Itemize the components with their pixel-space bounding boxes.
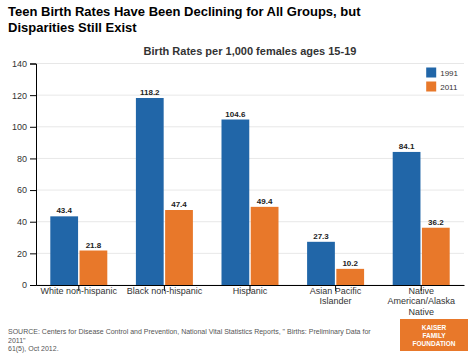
x-tick-label: Asian PacificIslander	[310, 286, 362, 306]
y-tick-label: 80	[17, 154, 27, 164]
data-label: 43.4	[56, 206, 72, 215]
bar	[165, 210, 193, 285]
x-tick-label: Hispanic	[233, 286, 268, 296]
text-line: Islander	[320, 296, 352, 306]
source: SOURCE: Centers for Disease Control and …	[8, 328, 371, 353]
text-line: FAMILY	[422, 332, 446, 339]
chart: Teen Birth Rates Have Been Declining for…	[0, 0, 474, 355]
text-line: KAISER	[422, 324, 447, 331]
bar	[50, 216, 78, 285]
tick-mark	[30, 222, 36, 223]
bar	[393, 152, 421, 285]
data-labels: 43.4 118.2 104.6 27.3 84.1 21.8 47.4 49.4 10.2 36…	[56, 88, 444, 268]
x-tick: Black non-hispanic	[127, 285, 203, 296]
text-line: 2011"	[8, 337, 26, 344]
legend-label: 1991	[440, 69, 458, 78]
y-tick: 60	[17, 185, 36, 195]
data-label: 84.1	[399, 142, 415, 151]
bar	[422, 228, 450, 285]
y-tick-label: 40	[17, 217, 27, 227]
data-label: 10.2	[342, 259, 358, 268]
tick-mark	[30, 190, 36, 191]
x-tick-label: Black non-hispanic	[127, 286, 203, 296]
text-line: American/Alaska	[387, 296, 455, 306]
text-line: Black non-hispanic	[127, 286, 203, 296]
text-line: 61(5), Oct 2012.	[8, 345, 59, 353]
tick-mark	[30, 285, 36, 286]
text-line: SOURCE: Centers for Disease Control and …	[8, 328, 371, 336]
x-axis: White non-hispanic Black non-hispanic Hisp…	[37, 285, 465, 317]
y-tick-label: 60	[17, 185, 27, 195]
legend-item: 2011	[426, 82, 458, 93]
data-label: 49.4	[257, 197, 273, 206]
legend-swatch	[426, 68, 436, 78]
x-tick-label: White non-hispanic	[41, 286, 118, 296]
text-line: Native	[408, 286, 434, 296]
data-label: 21.8	[86, 241, 102, 250]
text-line: FOUNDATION	[413, 340, 456, 347]
tick-mark	[30, 158, 36, 159]
y-tick: 140	[12, 59, 36, 69]
tick-mark	[30, 253, 36, 254]
title: Teen Birth Rates Have Been Declining for…	[8, 4, 361, 35]
y-tick-label: 140	[12, 59, 27, 69]
bar	[251, 207, 279, 285]
bar	[307, 242, 335, 285]
x-tick: White non-hispanic	[41, 285, 118, 296]
grid-line	[36, 126, 464, 127]
text-line: Disparities Still Exist	[8, 20, 137, 35]
grid-line	[36, 95, 464, 96]
text-line: Asian Pacific	[310, 286, 362, 296]
logo-text: KAISERFAMILYFOUNDATION	[413, 324, 456, 347]
grid-line	[36, 63, 464, 64]
legend: 1991 2011	[426, 68, 458, 93]
logo-box	[400, 319, 468, 351]
x-tick-label: NativeAmerican/AlaskaNative	[387, 286, 455, 317]
text-line: White non-hispanic	[41, 286, 118, 296]
y-tick-label: 20	[17, 249, 27, 259]
x-tick: Hispanic	[233, 285, 268, 296]
x-tick: Asian PacificIslander	[310, 285, 362, 306]
bar	[336, 269, 364, 285]
y-tick: 120	[12, 91, 36, 101]
grid	[36, 64, 464, 286]
bar-series	[80, 207, 450, 285]
tick-mark	[30, 95, 36, 96]
y-tick: 20	[17, 249, 36, 259]
bar-series	[50, 98, 420, 285]
subtitle: Birth Rates per 1,000 females ages 15-19	[144, 45, 357, 57]
data-label: 47.4	[171, 200, 187, 209]
y-tick-label: 120	[12, 91, 27, 101]
y-axis: 0 20 40 60 80 100 120 140	[12, 59, 37, 291]
tick-mark	[30, 127, 36, 128]
legend-label: 2011	[440, 83, 458, 92]
text-line: Teen Birth Rates Have Been Declining for…	[8, 4, 361, 19]
y-tick-label: 0	[22, 280, 27, 290]
bar	[80, 251, 108, 285]
data-label: 104.6	[225, 110, 246, 119]
data-label: 27.3	[313, 232, 329, 241]
text-line: Hispanic	[233, 286, 268, 296]
y-tick: 100	[12, 122, 36, 132]
data-label: 36.2	[428, 218, 444, 227]
text-line: Native	[408, 307, 434, 317]
y-tick: 80	[17, 154, 36, 164]
tick-mark	[30, 64, 36, 65]
legend-item: 1991	[426, 68, 458, 79]
bars	[50, 98, 449, 285]
bar	[222, 120, 250, 285]
bar	[136, 98, 164, 285]
y-tick: 0	[22, 280, 36, 290]
x-tick: NativeAmerican/AlaskaNative	[387, 285, 455, 317]
y-tick: 40	[17, 217, 36, 227]
axis-line	[30, 64, 37, 286]
y-tick-label: 100	[12, 122, 27, 132]
legend-swatch	[426, 82, 436, 92]
data-label: 118.2	[140, 88, 160, 97]
